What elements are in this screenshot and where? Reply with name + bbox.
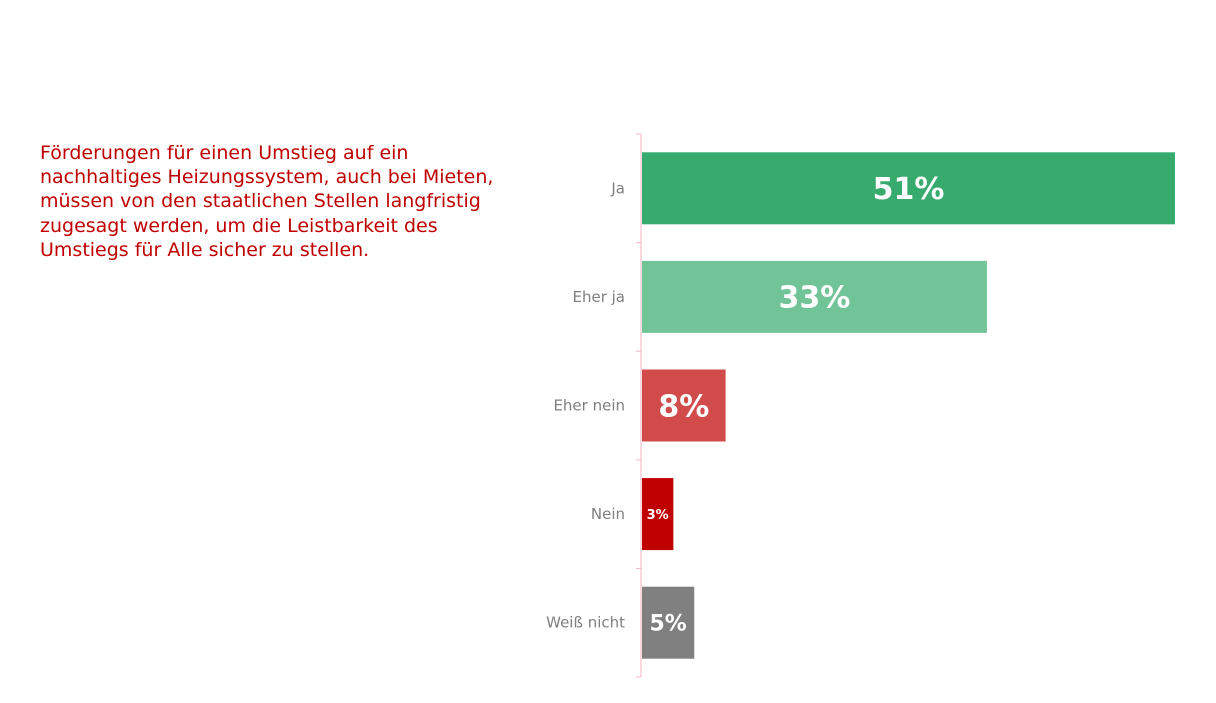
bar xyxy=(642,369,726,442)
category-label: Weiß nicht xyxy=(546,614,625,632)
bar xyxy=(642,152,1175,225)
value-label: 51% xyxy=(873,172,945,207)
bar xyxy=(642,478,674,551)
category-label: Eher ja xyxy=(572,288,625,306)
value-label: 5% xyxy=(650,612,687,637)
category-label: Nein xyxy=(591,505,625,523)
value-label: 3% xyxy=(647,508,669,523)
category-label: Ja xyxy=(610,179,625,197)
bar xyxy=(642,260,987,333)
bar xyxy=(642,586,695,659)
value-label: 33% xyxy=(779,281,851,316)
value-label: 8% xyxy=(658,389,709,424)
category-label: Eher nein xyxy=(553,397,625,415)
statement-text: Förderungen für einen Umstieg auf ein na… xyxy=(40,142,494,261)
